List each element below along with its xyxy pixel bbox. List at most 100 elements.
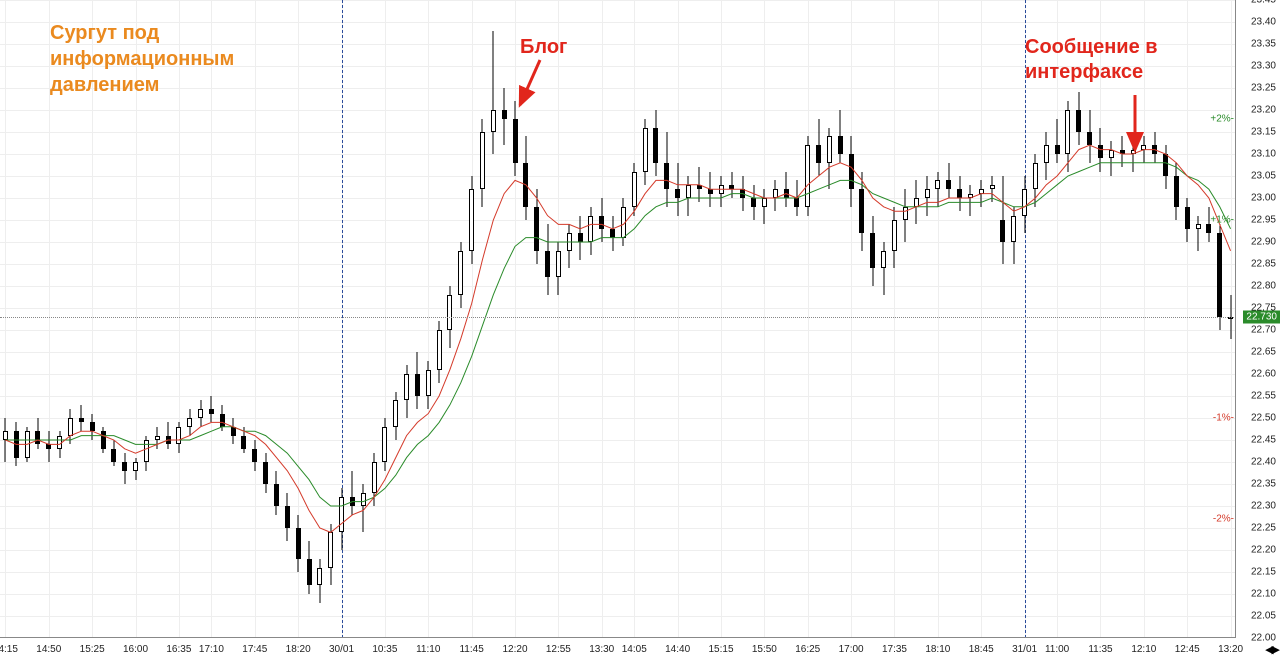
scroll-arrows-icon[interactable]: ◀▶ (1265, 643, 1278, 656)
candle (1033, 0, 1038, 638)
y-tick-label: 22.90 (1251, 237, 1276, 248)
x-tick-label: 30/01 (329, 644, 354, 655)
y-tick-label: 23.10 (1251, 149, 1276, 160)
candle (534, 0, 539, 638)
y-tick-label: 22.60 (1251, 369, 1276, 380)
x-tick-label: 12:20 (502, 644, 527, 655)
y-tick-label: 23.30 (1251, 61, 1276, 72)
candle (903, 0, 908, 638)
candle (632, 0, 637, 638)
x-tick-label: 12:10 (1131, 644, 1156, 655)
candle (1011, 0, 1016, 638)
candle (1163, 0, 1168, 638)
candle (415, 0, 420, 638)
percent-reference-label: -2%- (1213, 514, 1234, 525)
x-tick-label: 15:15 (708, 644, 733, 655)
x-tick-label: 15:25 (80, 644, 105, 655)
candle (1087, 0, 1092, 638)
candle (653, 0, 658, 638)
percent-reference-label: +1%- (1210, 215, 1234, 226)
x-tick-label: 13:20 (1218, 644, 1243, 655)
candle (1076, 0, 1081, 638)
y-tick-label: 23.35 (1251, 39, 1276, 50)
candle (382, 0, 387, 638)
candle (1185, 0, 1190, 638)
y-tick-label: 22.10 (1251, 589, 1276, 600)
candle (881, 0, 886, 638)
y-tick-label: 22.20 (1251, 545, 1276, 556)
candle (643, 0, 648, 638)
candle (859, 0, 864, 638)
candle (339, 0, 344, 638)
y-tick-label: 22.80 (1251, 281, 1276, 292)
y-tick-label: 23.00 (1251, 193, 1276, 204)
candle (3, 0, 8, 638)
y-tick-label: 22.70 (1251, 325, 1276, 336)
candle (513, 0, 518, 638)
y-tick-label: 22.00 (1251, 633, 1276, 644)
candle (1131, 0, 1136, 638)
candle (838, 0, 843, 638)
candle (1174, 0, 1179, 638)
candle (35, 0, 40, 638)
annotation-interfax-label: Сообщение в интерфаксе (1025, 35, 1158, 85)
candle (892, 0, 897, 638)
candle (990, 0, 995, 638)
candle (404, 0, 409, 638)
y-axis: 23.4523.4023.3523.3023.2523.2023.1523.10… (1235, 0, 1280, 638)
candle (751, 0, 756, 638)
x-tick-label: 18:20 (286, 644, 311, 655)
candle (14, 0, 19, 638)
candle (621, 0, 626, 638)
y-tick-label: 22.30 (1251, 501, 1276, 512)
y-tick-label: 22.55 (1251, 391, 1276, 402)
candle (1098, 0, 1103, 638)
candle (1000, 0, 1005, 638)
x-tick-label: 31/01 (1012, 644, 1037, 655)
candle (25, 0, 30, 638)
x-tick-label: 16:35 (166, 644, 191, 655)
x-axis: 14:1514:5015:2516:0016:3517:1017:4518:20… (0, 637, 1236, 658)
y-tick-label: 22.95 (1251, 215, 1276, 226)
candle (502, 0, 507, 638)
candle (578, 0, 583, 638)
candle (946, 0, 951, 638)
x-tick-label: 12:45 (1175, 644, 1200, 655)
candle (361, 0, 366, 638)
x-tick-label: 11:45 (459, 644, 483, 655)
x-tick-label: 16:00 (123, 644, 148, 655)
candle (1044, 0, 1049, 638)
y-tick-label: 23.20 (1251, 105, 1276, 116)
y-tick-label: 22.25 (1251, 523, 1276, 534)
y-tick-label: 22.65 (1251, 347, 1276, 358)
candle (523, 0, 528, 638)
y-tick-label: 22.40 (1251, 457, 1276, 468)
candle (1206, 0, 1211, 638)
candle (827, 0, 832, 638)
candle (762, 0, 767, 638)
x-tick-label: 14:15 (0, 644, 18, 655)
chart-title-annotation: Сургут под информационным давлением (50, 20, 310, 98)
candle (1065, 0, 1070, 638)
candle (567, 0, 572, 638)
candlestick-chart[interactable]: 23.4523.4023.3523.3023.2523.2023.1523.10… (0, 0, 1280, 658)
x-tick-label: 17:45 (242, 644, 267, 655)
candle (729, 0, 734, 638)
candle (816, 0, 821, 638)
percent-reference-label: +2%- (1210, 113, 1234, 124)
candle (686, 0, 691, 638)
candle (350, 0, 355, 638)
candle (664, 0, 669, 638)
candle (870, 0, 875, 638)
candle (437, 0, 442, 638)
x-tick-label: 18:45 (969, 644, 994, 655)
y-tick-label: 22.05 (1251, 611, 1276, 622)
candle (447, 0, 452, 638)
y-tick-label: 23.15 (1251, 127, 1276, 138)
percent-reference-label: -1%- (1213, 413, 1234, 424)
y-tick-label: 22.50 (1251, 413, 1276, 424)
candle (719, 0, 724, 638)
candle (784, 0, 789, 638)
candle (914, 0, 919, 638)
candle (1228, 0, 1233, 638)
